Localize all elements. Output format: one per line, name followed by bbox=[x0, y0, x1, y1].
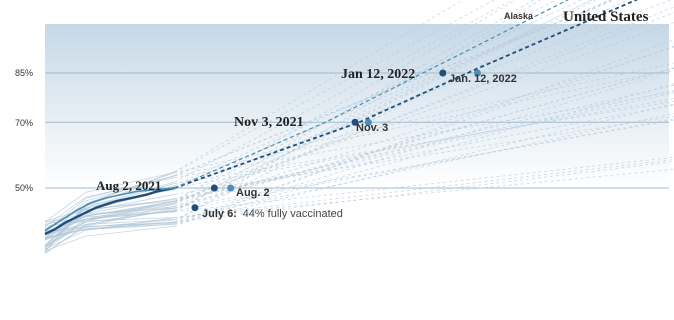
y-tick-label-85: 85% bbox=[15, 68, 33, 78]
label-nov-3-2021: Nov 3, 2021 bbox=[234, 115, 304, 130]
state-line-projection bbox=[174, 22, 674, 202]
label-nov-3: Nov. 3 bbox=[356, 122, 388, 134]
milestone-point-aug-2-2021 bbox=[210, 184, 218, 192]
state-line-actual bbox=[44, 225, 175, 252]
state-line-projection bbox=[174, 0, 611, 221]
milestone-point-aug-2 bbox=[227, 184, 235, 192]
state-line-actual bbox=[44, 175, 175, 233]
state-line-projection bbox=[174, 113, 674, 220]
state-line-actual bbox=[44, 209, 175, 247]
state-line-projection bbox=[174, 168, 674, 219]
state-line-projection bbox=[174, 119, 674, 209]
state-line-projection bbox=[174, 0, 464, 173]
state-line-projection bbox=[174, 0, 535, 213]
state-line-projection bbox=[174, 45, 674, 224]
label-jan-12-2022-sans: Jan. 12, 2022 bbox=[449, 73, 517, 85]
series-label-united-states: United States bbox=[563, 9, 649, 25]
state-line-projection bbox=[174, 0, 630, 205]
milestone-point-jan-12-2022 bbox=[439, 69, 447, 77]
state-line-projection bbox=[174, 62, 674, 173]
state-line-projection bbox=[174, 159, 674, 218]
state-line-projection bbox=[174, 0, 542, 223]
milestone-point-nov-3 bbox=[364, 118, 372, 126]
series-alaska-projection bbox=[174, 0, 569, 189]
series-label-alaska: Alaska bbox=[504, 11, 534, 21]
state-line-actual bbox=[44, 172, 175, 223]
state-line-projection bbox=[174, 118, 674, 212]
state-line-projection bbox=[174, 68, 674, 177]
milestone-points bbox=[191, 69, 481, 212]
y-tick-label-50: 50% bbox=[15, 183, 33, 193]
state-line-projection bbox=[174, 0, 583, 186]
label-aug-2-2021: Aug 2, 2021 bbox=[96, 178, 161, 193]
state-line-actual bbox=[44, 177, 175, 227]
state-line-actual bbox=[44, 223, 175, 239]
state-line-actual bbox=[44, 217, 175, 227]
state-line-projection bbox=[174, 90, 674, 200]
milestone-point-jan-12-2022 bbox=[473, 69, 481, 77]
state-line-projection bbox=[174, 0, 557, 202]
current-status-annotation: July 6: 44% fully vaccinated bbox=[202, 208, 343, 220]
state-line-projection bbox=[174, 91, 674, 178]
state-line-actual bbox=[44, 221, 175, 234]
series-united-states-projection bbox=[174, 0, 639, 189]
plot-background bbox=[45, 24, 669, 188]
state-line-actual bbox=[44, 205, 175, 254]
state-line-projection bbox=[174, 100, 674, 184]
state-line-projection bbox=[174, 103, 674, 225]
state-line-projection bbox=[174, 0, 598, 211]
state-line-projection bbox=[174, 69, 674, 223]
state-line-projection bbox=[174, 92, 674, 202]
state-line-actual bbox=[44, 183, 175, 247]
current-status-date: July 6: bbox=[202, 208, 237, 220]
label-jan-12-2022: Jan 12, 2022 bbox=[341, 67, 415, 82]
series-lines bbox=[44, 0, 639, 236]
series-united-states-actual bbox=[44, 186, 175, 236]
current-status-point bbox=[191, 204, 199, 212]
state-line-projection bbox=[174, 46, 674, 209]
state-line-projection bbox=[174, 161, 674, 223]
state-line-projection bbox=[174, 67, 674, 207]
milestone-point-nov-3-2021 bbox=[351, 118, 359, 126]
state-line-projection bbox=[174, 84, 674, 202]
state-line-projection bbox=[174, 156, 674, 213]
current-status-text: 44% fully vaccinated bbox=[243, 208, 343, 220]
state-line-projection bbox=[174, 6, 674, 207]
series-alaska-actual bbox=[44, 187, 175, 232]
label-aug-2: Aug. 2 bbox=[236, 187, 270, 199]
state-line-projection bbox=[174, 0, 614, 176]
y-tick-label-70: 70% bbox=[15, 118, 33, 128]
state-line-actual bbox=[44, 217, 175, 250]
